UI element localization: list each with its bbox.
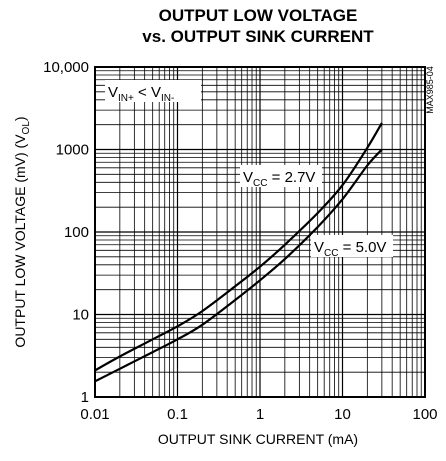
- x-tick-label: 100: [412, 406, 437, 423]
- x-tick-label: 10: [334, 406, 351, 423]
- x-tick-label: 0.1: [167, 406, 188, 423]
- chart-title-line-1: OUTPUT LOW VOLTAGE: [159, 6, 358, 25]
- x-axis-label: OUTPUT SINK CURRENT (mA): [158, 431, 358, 447]
- series-label-2-7v: VCC = 2.7V: [240, 165, 322, 189]
- condition-annotation: VIN+ < VIN-: [105, 80, 201, 104]
- tick-labels: 0.01 0.1 1 10 100 1 10 100 1000 10,000: [43, 59, 437, 423]
- plot-frame: [94, 66, 426, 398]
- series-label-5-0v: VCC = 5.0V: [311, 235, 393, 259]
- chart-title-line-2: vs. OUTPUT SINK CURRENT: [142, 27, 374, 46]
- series-line-vcc-2-7v: [94, 122, 383, 372]
- condition-v1-sub: IN+: [118, 93, 134, 104]
- x-tick-label: 0.01: [80, 406, 109, 423]
- y-axis-label-main: OUTPUT LOW VOLTAGE (mV) (V: [12, 134, 28, 348]
- y-axis-label: OUTPUT LOW VOLTAGE (mV) (VOL): [12, 116, 32, 347]
- y-tick-label: 100: [64, 224, 89, 241]
- y-tick-label: 10,000: [43, 59, 89, 76]
- condition-v2-sub: IN-: [161, 93, 174, 104]
- svg-text:VCC = 5.0V: VCC = 5.0V: [314, 239, 386, 259]
- condition-mid: < V: [134, 84, 161, 101]
- y-tick-label: 10: [72, 307, 89, 324]
- x-tick-label: 1: [256, 406, 264, 423]
- svg-text:VCC = 2.7V: VCC = 2.7V: [243, 169, 315, 189]
- curves: [94, 122, 383, 383]
- svg-text:VIN+ < VIN-: VIN+ < VIN-: [108, 84, 174, 104]
- grid: [95, 67, 425, 397]
- series-line-vcc-5-0v: [94, 148, 383, 383]
- y-axis-label-end: ): [12, 116, 28, 121]
- condition-v1: V: [108, 84, 118, 101]
- y-tick-label: 1000: [56, 142, 89, 159]
- y-tick-label: 1: [81, 389, 89, 406]
- part-code: MAX985-04: [425, 66, 435, 114]
- y-axis-label-sub: OL: [21, 121, 32, 135]
